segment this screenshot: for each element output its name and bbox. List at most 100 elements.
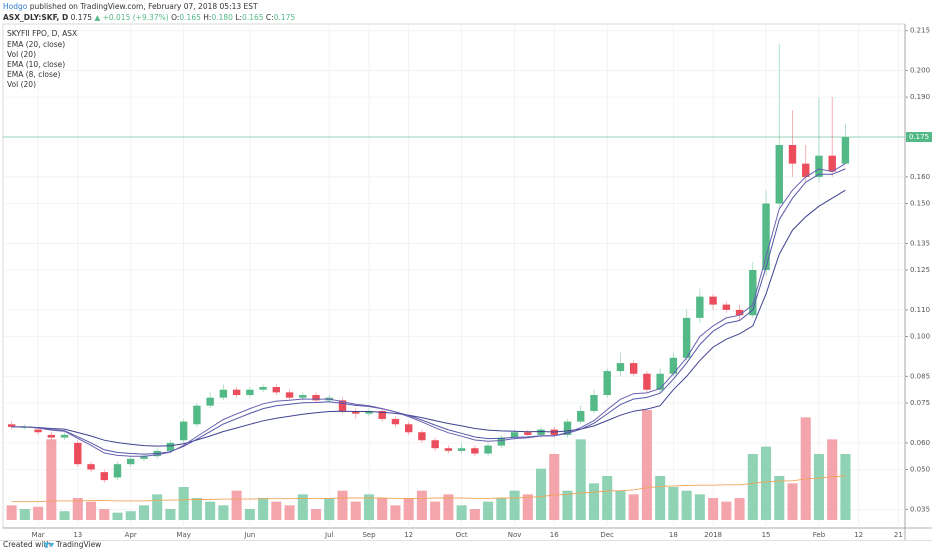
candle-body xyxy=(365,410,373,414)
volume-bar xyxy=(244,509,255,520)
footer-created: Created with xyxy=(3,540,51,549)
y-tick-label: 0.075 xyxy=(910,399,930,407)
x-tick-label: Feb xyxy=(813,531,826,539)
ohlc-value: 0.175 xyxy=(274,13,296,22)
ohlc-value: 0.165 xyxy=(179,13,201,22)
volume-bar xyxy=(390,505,401,520)
volume-bar xyxy=(99,509,110,520)
volume-bar xyxy=(59,511,70,520)
y-tick-label: 0.160 xyxy=(910,173,930,181)
x-tick-label: Jul xyxy=(324,531,334,539)
volume-bar xyxy=(297,494,308,520)
candle-body xyxy=(299,395,307,398)
ema-line xyxy=(11,168,846,455)
candle-body xyxy=(537,429,545,435)
candle-body xyxy=(34,429,42,433)
candle-body xyxy=(179,421,188,441)
volume-bar xyxy=(46,439,57,520)
volume-bar xyxy=(205,501,216,520)
volume-bar xyxy=(496,498,507,520)
y-tick-label: 0.135 xyxy=(910,239,930,247)
published: published on TradingView.com, February 0… xyxy=(30,2,258,11)
y-tick-label: 0.100 xyxy=(910,333,930,341)
y-tick-label: 0.060 xyxy=(910,439,930,447)
candle-body xyxy=(206,397,214,406)
candle-body xyxy=(457,448,466,451)
x-tick-label: 12 xyxy=(854,531,863,539)
candle-body xyxy=(815,155,823,177)
candle-body xyxy=(629,363,638,374)
x-tick-label: Apr xyxy=(125,531,137,539)
volume-bar xyxy=(311,509,322,520)
author[interactable]: Hodgo xyxy=(3,2,28,11)
volume-bar xyxy=(469,509,480,520)
volume-bar xyxy=(827,439,838,520)
candle-body xyxy=(788,145,797,164)
candle-body xyxy=(74,442,82,465)
ema-line xyxy=(11,189,846,447)
volume-bar xyxy=(403,498,414,520)
candle-body xyxy=(762,203,770,271)
volume-bar xyxy=(668,487,679,520)
volume-bar xyxy=(165,509,176,520)
volume-bar xyxy=(138,505,149,520)
volume-bar xyxy=(324,498,335,520)
x-tick-label: Jun xyxy=(243,531,255,539)
x-tick-label: 12 xyxy=(404,531,413,539)
last-price-label: 0.175 xyxy=(909,133,929,141)
volume-bar xyxy=(721,501,732,520)
volume-bar xyxy=(694,494,705,520)
last: 0.175 xyxy=(71,13,93,22)
candle-body xyxy=(510,432,519,438)
legend-entry: Vol (20) xyxy=(7,50,36,59)
y-tick-label: 0.050 xyxy=(910,465,930,473)
candle-body xyxy=(391,418,400,425)
candle-body xyxy=(577,410,585,422)
x-tick-label: Sep xyxy=(362,531,376,539)
volume-bar xyxy=(813,454,824,520)
candle-body xyxy=(682,317,691,358)
y-tick-label: 0.200 xyxy=(910,67,930,75)
volume-bar xyxy=(178,487,189,520)
ohlc-label: L: xyxy=(235,13,242,22)
volume-bar xyxy=(708,498,719,520)
candle-body xyxy=(418,432,426,441)
candle-body xyxy=(219,389,228,398)
volume-bar xyxy=(443,494,454,520)
candle-body xyxy=(312,395,320,401)
y-tick-label: 0.110 xyxy=(910,306,930,314)
candle-body xyxy=(749,270,757,316)
volume-bar xyxy=(840,454,851,520)
volume-bar xyxy=(800,417,811,520)
candle-body xyxy=(735,309,744,316)
x-tick-label: May xyxy=(176,531,190,539)
candle-body xyxy=(127,458,135,465)
volume-bar xyxy=(549,454,560,520)
volume-bar xyxy=(509,490,520,520)
candle-body xyxy=(603,371,611,396)
candle-body xyxy=(7,424,16,427)
candle-body xyxy=(378,410,386,419)
candle-body xyxy=(60,434,69,438)
y-tick-label: 0.125 xyxy=(910,266,930,274)
brand-logo[interactable] xyxy=(44,542,54,549)
candle-body xyxy=(113,464,122,478)
candle-body xyxy=(272,387,281,393)
candle-body xyxy=(431,440,439,449)
ohlc-label: O: xyxy=(171,13,179,22)
footer-brand[interactable]: TradingView xyxy=(55,540,101,549)
volume-bar xyxy=(641,410,652,520)
volume-bar xyxy=(416,490,427,520)
candle-body xyxy=(524,432,532,435)
candle-body xyxy=(616,363,625,372)
candle-body xyxy=(232,389,241,396)
volume-bar xyxy=(681,490,692,520)
volume-bar xyxy=(72,498,83,520)
change: ▲ +0.015 (+9.37%) xyxy=(94,13,168,22)
candle-body xyxy=(140,456,148,459)
x-tick-label: Nov xyxy=(508,531,522,539)
ohlc-value: 0.180 xyxy=(211,13,233,22)
x-tick-label: 13 xyxy=(73,531,82,539)
legend-title: SKYFII FPO, D, ASX xyxy=(7,29,77,38)
ohlc-value: 0.165 xyxy=(242,13,264,22)
